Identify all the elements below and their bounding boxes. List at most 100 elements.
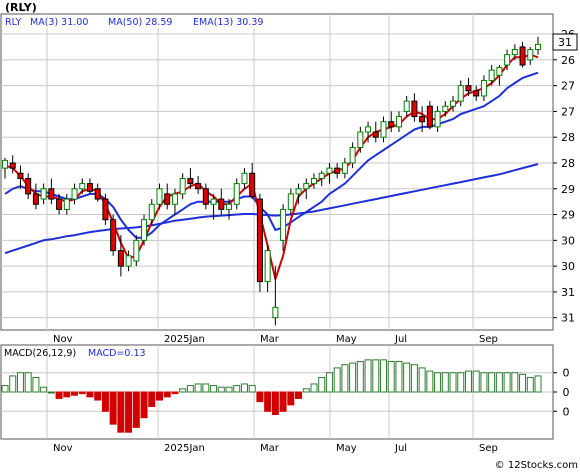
macd-bar-positive (495, 372, 503, 393)
macd-x-tick-label: Jul (394, 443, 407, 454)
price-y-tick-label: 27 (561, 105, 575, 118)
ema13-line (4, 71, 539, 239)
macd-x-tick-label: May (336, 443, 357, 454)
candle-body-down (25, 177, 32, 195)
candle-body-up (2, 159, 8, 169)
candle (164, 183, 171, 210)
candle (388, 111, 395, 133)
macd-bar-negative (271, 391, 279, 415)
candle (496, 64, 503, 86)
macd-bar-positive (233, 385, 241, 393)
macd-bar-positive (519, 373, 527, 393)
candle-body-up (133, 239, 140, 262)
macd-bar-negative (279, 391, 287, 412)
candle-body-up (511, 49, 518, 56)
candle (241, 168, 248, 189)
candle (395, 111, 402, 133)
macd-bar-positive (240, 383, 248, 393)
candle (403, 95, 410, 117)
candle-body-up (295, 188, 302, 195)
legend-ema13: EMA(13) 30.39 (193, 17, 263, 28)
legend-background (3, 15, 275, 28)
candle-body-up (287, 193, 294, 210)
ema13-layer (4, 71, 539, 239)
candle-body-up (496, 67, 503, 76)
candle (133, 235, 140, 267)
macd-bar-positive (194, 383, 202, 393)
price-y-tick-label: 28 (561, 131, 575, 144)
candle-body-down (426, 105, 433, 128)
macd-bar-positive (441, 372, 449, 393)
candle-body-up (434, 110, 441, 128)
candle-body-down (202, 188, 209, 205)
macd-bar-positive (426, 370, 434, 393)
candle-body-up (442, 105, 449, 112)
price-x-tick-label: Sep (479, 334, 498, 345)
macd-y-tick-label: 0 (563, 386, 570, 399)
candle (48, 178, 55, 205)
candle (94, 183, 101, 202)
candle (110, 214, 117, 256)
candle (334, 162, 341, 179)
macd-bar-positive (488, 372, 496, 393)
candle (310, 173, 317, 189)
macd-bar-negative (132, 391, 140, 428)
candle (63, 193, 70, 215)
candle-body-down (218, 198, 225, 210)
candle-body-up (480, 79, 487, 97)
candle (102, 193, 109, 225)
macd-bar-positive (248, 385, 256, 393)
macd-y-tick-label: 0 (563, 405, 570, 418)
candle (426, 101, 433, 130)
macd-bars (1, 359, 542, 433)
candle (303, 178, 310, 200)
candle-body-up (504, 54, 511, 66)
price-y-tick-label: 29 (561, 209, 575, 222)
price-y-tick-label: 31 (561, 286, 575, 299)
candle (349, 142, 356, 169)
macd-bar-negative (163, 391, 171, 398)
candle (40, 183, 47, 205)
watermark: © 12Stocks.com (495, 460, 578, 471)
candle (341, 157, 348, 179)
candle (504, 49, 511, 71)
legend-ma3: MA(3) 31.00 (30, 17, 88, 28)
candle (86, 178, 93, 194)
macd-bar-negative (256, 391, 264, 403)
macd-bar-negative (86, 391, 94, 398)
candle-body-down (388, 121, 395, 128)
candle-body-up (403, 100, 410, 112)
candle-body-up (535, 43, 541, 51)
candle-body-down (94, 188, 101, 200)
price-x-tick-label: 2025Jan (164, 334, 205, 345)
candle (2, 157, 8, 179)
candle (226, 199, 233, 220)
candle (156, 183, 163, 210)
macd-bar-positive (202, 383, 210, 393)
macd-bar-negative (140, 391, 148, 419)
candle-body-up (450, 100, 457, 107)
candle (473, 85, 480, 102)
candle (450, 95, 457, 112)
candle-body-down (195, 183, 202, 190)
macd-bar-positive (47, 391, 55, 394)
macd-panel: 0 0 0 MACD(26,12,9) MACD=0.13 (0, 344, 570, 440)
candle-body-down (519, 46, 526, 66)
price-x-tick-labels: Nov 2025Jan Mar May Jul Sep (53, 334, 498, 345)
candle (326, 162, 333, 184)
macd-bar-positive (24, 372, 32, 393)
candle (527, 46, 534, 65)
macd-bar-positive (449, 372, 457, 393)
candle-body-down (9, 162, 16, 169)
candle-body-up (318, 172, 325, 179)
candle-body-up (241, 172, 248, 185)
macd-bar-positive (179, 388, 187, 393)
candle (249, 162, 256, 200)
legend-ma50: MA(50) 28.59 (108, 17, 172, 28)
macd-bar-positive (380, 359, 388, 393)
candle (380, 116, 387, 143)
candle-body-up (280, 208, 287, 241)
candle-body-down (56, 198, 63, 210)
candle (148, 199, 155, 225)
macd-bar-negative (117, 391, 125, 433)
